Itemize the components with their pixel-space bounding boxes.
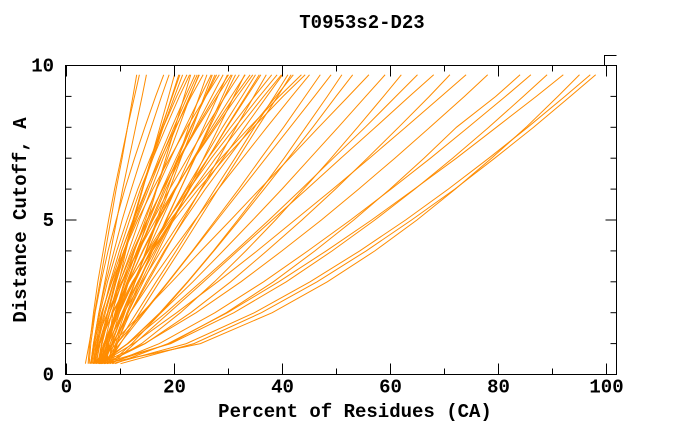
model-curve [120, 74, 597, 365]
model-curve [109, 74, 532, 365]
x-tick-label: 20 [163, 377, 186, 399]
x-tick-label: 40 [271, 377, 294, 399]
x-tick-label: 0 [61, 377, 72, 399]
frame-corner-notch [604, 55, 617, 66]
model-curve [101, 74, 386, 365]
x-tick-label: 60 [379, 377, 402, 399]
model-curve [103, 74, 332, 364]
plot-title: T0953s2-D23 [299, 12, 425, 34]
model-curve [114, 74, 564, 365]
model-curve [94, 74, 191, 364]
model-curve [99, 74, 467, 365]
model-curve [97, 74, 282, 364]
model-curve [112, 74, 435, 365]
model-curve [89, 74, 254, 364]
model-curve [98, 74, 184, 364]
model-curve [98, 74, 306, 364]
y-tick-label: 0 [43, 365, 54, 387]
model-curve [101, 74, 548, 365]
model-curve [93, 74, 198, 364]
model-curve [93, 74, 204, 364]
model-curve [104, 74, 251, 364]
model-curve [90, 74, 170, 364]
model-curve [98, 74, 283, 364]
model-curve [91, 74, 188, 364]
model-curve [106, 74, 208, 364]
x-tick-label: 80 [487, 377, 510, 399]
y-axis-title: Distance Cutoff, A [10, 117, 32, 323]
model-curve [94, 74, 240, 364]
model-curve [104, 74, 580, 365]
plot-frame [65, 65, 617, 375]
model-curve [112, 74, 591, 365]
model-curve [93, 74, 370, 365]
model-curve [98, 74, 232, 364]
model-curve [84, 74, 138, 364]
model-curve [98, 74, 489, 365]
x-tick-label: 100 [589, 377, 623, 399]
model-curve [104, 74, 451, 365]
model-curve [98, 74, 418, 365]
x-axis-title: Percent of Residues (CA) [218, 401, 492, 423]
model-curve [90, 74, 220, 364]
model-curve [95, 74, 321, 365]
y-tick-label: 5 [43, 210, 54, 232]
model-curve [95, 74, 302, 364]
model-curve [101, 74, 310, 364]
model-curve [109, 74, 354, 365]
y-tick-label: 10 [31, 56, 54, 78]
model-curve [94, 74, 196, 364]
model-curve [88, 74, 165, 364]
model-curve [107, 74, 292, 364]
model-curve [87, 74, 140, 364]
model-curve [106, 74, 402, 365]
